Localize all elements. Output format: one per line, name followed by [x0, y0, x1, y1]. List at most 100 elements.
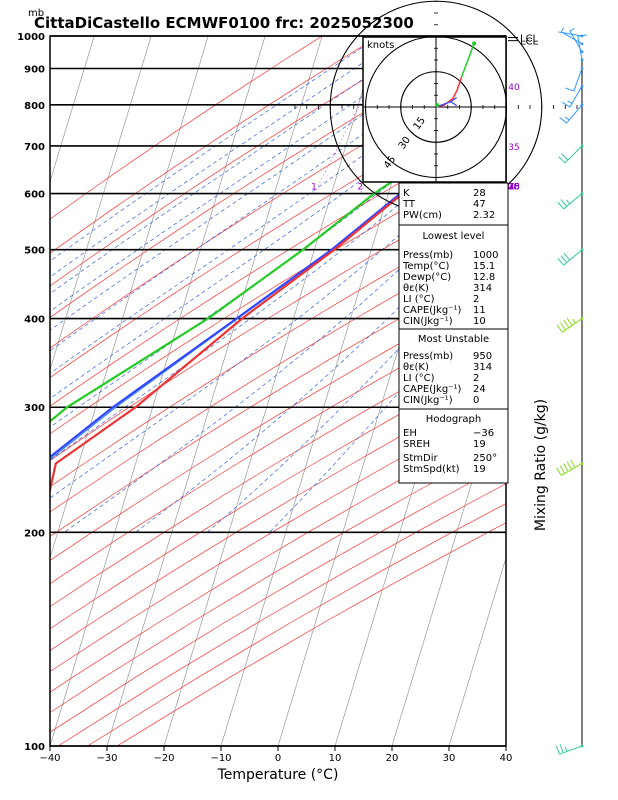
wind-barb-station: [580, 144, 584, 148]
panel-heading: Most Unstable: [418, 334, 489, 345]
wind-barb-half-flag: [564, 116, 570, 121]
panel-box: [398, 408, 509, 484]
panel-row-value: 19: [473, 439, 486, 450]
temperature-tick-label: 30: [443, 753, 456, 764]
wind-barb-flag: [555, 745, 560, 755]
wind-barb-station: [580, 84, 584, 88]
pressure-tick-label: 300: [24, 403, 45, 414]
temperature-tick-label: −20: [153, 753, 174, 764]
dewpoint-trace: [50, 83, 506, 423]
dry-adiabat-line: [50, 331, 506, 608]
mixing-ratio-tick-label: 40: [508, 83, 520, 93]
panel-row-value: 24: [473, 384, 486, 395]
panel-row-label: CAPE(Jkg⁻¹): [403, 384, 461, 395]
lcl-label: LCL: [520, 34, 539, 45]
pressure-tick-label: 200: [24, 528, 45, 539]
mixing-ratio-tick-label: 18: [508, 183, 520, 193]
isotherm-line: [163, 36, 380, 746]
panel-row-label: SREH: [403, 439, 430, 450]
dry-adiabat-line: [50, 377, 506, 651]
temperature-tick-label: −30: [96, 753, 117, 764]
panel-row-label: TT: [402, 199, 416, 210]
hodograph-top-point: [472, 41, 477, 46]
pressure-tick-label: 900: [24, 64, 45, 75]
panel-row-label: PW(cm): [403, 210, 442, 221]
y-axis-ticks: 100 200 300 400 500 600 700 800 900 1000: [17, 32, 45, 753]
hodograph-unit: knots: [367, 40, 394, 51]
panel-row-value: 250°: [473, 453, 497, 464]
temperature-tick-label: 0: [275, 753, 281, 764]
pressure-tick-label: 600: [24, 190, 45, 201]
panel-row-label: Dewp(°C): [403, 272, 451, 283]
sounding-traces: [50, 83, 506, 496]
pressure-tick-label: 1000: [17, 32, 45, 43]
wind-barb-flag: [557, 201, 564, 210]
wind-barb-half-flag: [572, 318, 576, 324]
dry-adiabat-line: [50, 205, 506, 488]
thermo-grid: [50, 36, 618, 746]
wind-barb-station: [580, 67, 584, 70]
dry-adiabat-line: [50, 178, 506, 461]
moist-adiabat-line: [50, 36, 426, 295]
wind-barb-station: [580, 50, 584, 54]
panel-row-label: EH: [403, 428, 417, 439]
wind-barb-flag: [560, 322, 567, 331]
dry-adiabat-line: [50, 283, 506, 561]
isotherm-line: [505, 744, 506, 746]
panel-row-label: CAPE(Jkg⁻¹): [403, 305, 461, 316]
isotherm-line: [50, 36, 266, 746]
panel-row-value: 12.8: [473, 272, 495, 283]
wind-barbs: [555, 27, 587, 755]
wind-barb-station: [580, 58, 584, 62]
isotherm-line: [106, 36, 323, 746]
moist-adiabat-line: [135, 197, 506, 533]
x-axis-ticks: −40 −30 −20 −10 0 10 20 30 40: [39, 746, 512, 764]
wind-barb-half-flag: [560, 27, 565, 33]
mixing-ratio-tick-label: 20: [508, 183, 520, 193]
panel-box: [398, 224, 509, 330]
wind-barb-half-flag: [569, 28, 575, 32]
wind-barb-flag: [577, 34, 587, 37]
panel-row-value: 950: [473, 351, 492, 362]
panel-row-value: 0: [473, 395, 479, 406]
wind-barb-station: [580, 462, 584, 465]
dry-adiabat-line: [50, 399, 506, 672]
panel-row-value: 1000: [473, 250, 498, 261]
panel-row-value: 2: [473, 373, 479, 384]
mixing-ratio-line: [589, 36, 618, 194]
parcel-trace: [50, 101, 506, 459]
mixing-ratio-tick-label: 25: [508, 183, 519, 193]
dry-adiabat-line: [50, 354, 506, 630]
wind-barb-flag: [563, 463, 569, 472]
wind-barb-flag: [559, 117, 567, 124]
hodograph-origin-point: [435, 103, 439, 107]
wind-barb-staff: [564, 145, 583, 164]
panel-row-value: 10: [473, 316, 486, 327]
x-axis-label: Temperature (°C): [217, 767, 339, 783]
panel-box: [398, 328, 509, 410]
panel-row-label: LI (°C): [403, 373, 435, 384]
panel-row-label: CIN(Jkg⁻¹): [403, 395, 453, 406]
mixing-ratio-axis-label: Mixing Ratio (g/kg): [533, 399, 549, 531]
wind-barb-flag: [556, 467, 562, 476]
dry-adiabat-line: [50, 462, 506, 733]
mixing-ratio-tick-label: 2: [357, 183, 363, 193]
mixing-ratio-line: [559, 36, 618, 194]
dry-adiabat-line: [50, 421, 506, 693]
dry-adiabat-line: [50, 36, 380, 254]
wind-barb-staff: [562, 318, 583, 333]
panel-row-label: K: [403, 188, 410, 199]
panel-heading: Hodograph: [426, 414, 481, 425]
pressure-tick-label: 500: [24, 246, 45, 257]
wind-barb-flag: [559, 465, 566, 474]
dry-adiabat-line: [50, 91, 506, 379]
panel-row-value: 19: [473, 464, 486, 475]
hodograph-trace-high: [460, 43, 475, 78]
wind-barb-half-flag: [564, 746, 568, 752]
temperature-tick-label: 40: [500, 753, 513, 764]
panel-heading: Lowest level: [423, 231, 485, 242]
panel-row-value: −36: [473, 428, 494, 439]
panel-row-label: Press(mb): [403, 351, 453, 362]
